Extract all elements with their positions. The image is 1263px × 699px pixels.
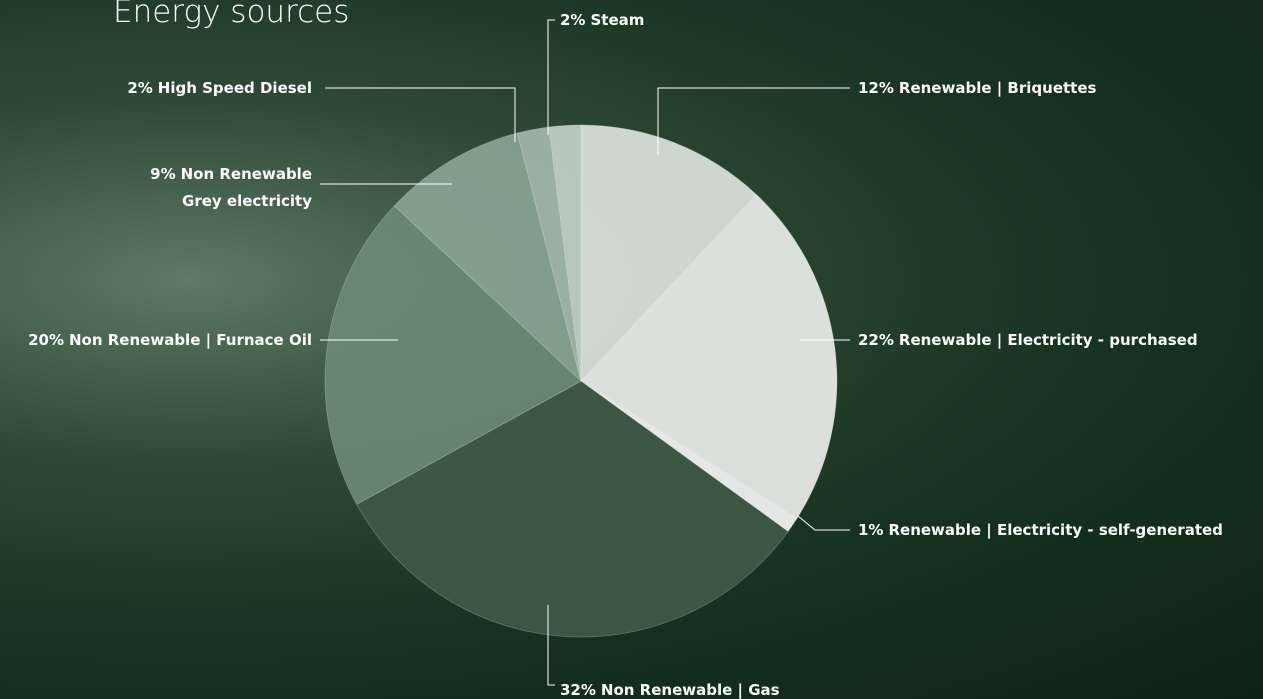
slice-label: 22% Renewable | Electricity - purchased	[858, 327, 1198, 354]
leader-line	[658, 88, 850, 155]
leader-line	[798, 516, 850, 530]
category-label: Renewable | Electricity - self-generated	[888, 521, 1222, 539]
slice-label: 12% Renewable | Briquettes	[858, 75, 1096, 102]
slice-label: 9% Non Renewable Grey electricity	[150, 161, 312, 215]
slice-label: 32% Non Renewable | Gas	[560, 677, 780, 699]
value-label: 9%	[150, 165, 175, 183]
category-label: Non Renewable | Gas	[601, 681, 780, 699]
leader-line	[325, 88, 515, 142]
category-label: High Speed Diesel	[158, 79, 312, 97]
chart: Energy sources 12% Renewable | Briquettes…	[0, 0, 1263, 699]
value-label: 2%	[560, 11, 585, 29]
category-label: Renewable | Electricity - purchased	[899, 331, 1198, 349]
category-label: Non Renewable Grey electricity	[181, 165, 312, 210]
category-label: Steam	[590, 11, 644, 29]
value-label: 2%	[127, 79, 152, 97]
value-label: 32%	[560, 681, 596, 699]
slice-label: 2% High Speed Diesel	[127, 75, 312, 102]
value-label: 22%	[858, 331, 894, 349]
slice-label: 1% Renewable | Electricity - self-generat…	[858, 517, 1223, 544]
value-label: 12%	[858, 79, 894, 97]
leader-line	[548, 20, 555, 135]
value-label: 1%	[858, 521, 883, 539]
slice-label: 2% Steam	[560, 7, 644, 34]
category-label: Renewable | Briquettes	[899, 79, 1097, 97]
chart-title: Energy sources	[113, 0, 349, 30]
value-label: 20%	[28, 331, 64, 349]
category-label: Non Renewable | Furnace Oil	[69, 331, 312, 349]
slice-label: 20% Non Renewable | Furnace Oil	[28, 327, 312, 354]
